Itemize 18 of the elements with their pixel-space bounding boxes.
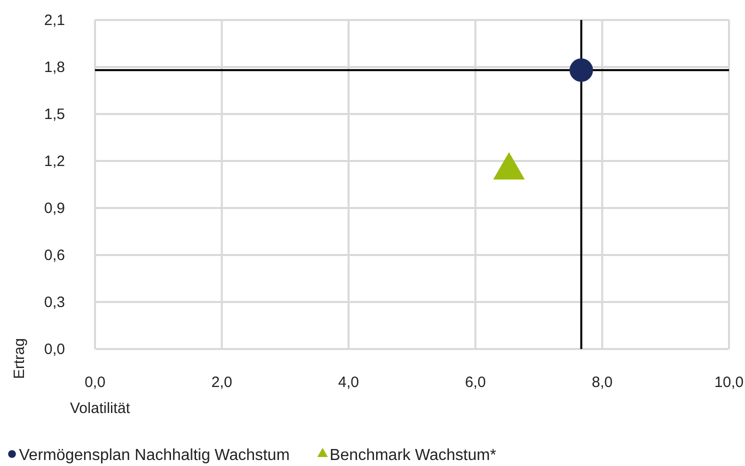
- legend-label: Benchmark Wachstum*: [330, 447, 496, 464]
- x-axis-title: Volatilität: [70, 400, 131, 417]
- y-tick-label: 0,0: [44, 341, 65, 358]
- x-tick-label: 2,0: [211, 374, 232, 391]
- legend-label: Vermögensplan Nachhaltig Wachstum: [19, 447, 290, 464]
- x-tick-label: 0,0: [84, 374, 106, 391]
- x-tick-label: 6,0: [464, 374, 486, 391]
- y-tick-label: 2,1: [44, 12, 65, 29]
- x-tick-label: 8,0: [592, 374, 613, 391]
- x-tick-label: 10,0: [714, 374, 744, 391]
- y-tick-label: 0,6: [44, 247, 65, 264]
- x-tick-label: 4,0: [338, 374, 360, 391]
- y-tick-label: 1,2: [44, 153, 65, 170]
- y-tick-label: 0,9: [44, 200, 65, 217]
- y-tick-label: 1,5: [44, 106, 65, 123]
- y-tick-label: 1,8: [44, 59, 65, 76]
- y-tick-label: 0,3: [44, 294, 65, 311]
- y-axis-title: Ertrag: [11, 338, 28, 379]
